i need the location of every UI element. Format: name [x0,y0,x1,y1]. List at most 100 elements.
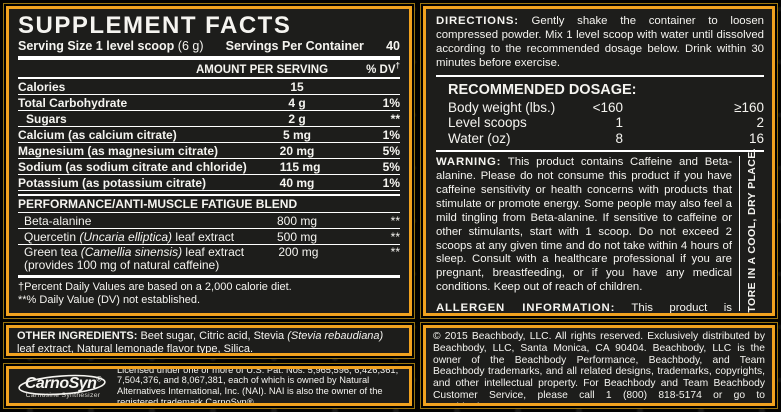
carnosyn-word-text: CarnoSyn [24,375,97,392]
directions-label: DIRECTIONS: [436,15,519,27]
table-row-magnesium: Magnesium (as magnesium citrate) 20 mg 5… [18,143,400,159]
dosage-col1: 1 [615,115,623,131]
other-ingredients-pre: Beet sugar, Citric acid, Stevia [137,330,288,342]
copyright-text: © 2015 Beachbody, LLC. All rights reserv… [423,325,775,406]
dosage-col2: 2 [756,115,764,131]
row-name: Magnesium (as magnesium citrate) [18,143,219,158]
dosage-row-body-weight: Body weight (lbs.) <160 ≥160 [436,100,764,116]
dosage-row-level-scoops: Level scoops 1 2 [436,115,764,131]
serving-size: Serving Size 1 level scoop (6 g) [18,39,204,53]
blend-header: PERFORMANCE/ANTI-MUSCLE FATIGUE BLEND [18,194,400,213]
table-row-quercetin: Quercetin (Uncaria elliptica) leaf extra… [18,229,400,245]
dosage-label: Body weight (lbs.) [448,99,556,115]
other-ingredients-panel: OTHER INGREDIENTS: Beet sugar, Citric ac… [3,322,415,359]
supplement-facts-panel-inner: SUPPLEMENT FACTS Serving Size 1 level sc… [6,6,412,316]
row-dv: 5% [382,143,400,158]
carnosyn-wordmark: CarnoSyn® [15,375,111,393]
carnosyn-swoosh-icon [18,374,106,396]
row-amount: 800 mg [276,213,318,228]
dosage-col1: <160 [592,99,623,115]
row-name: Sugars [26,111,67,126]
directions-paragraph: DIRECTIONS: Gently shake the container t… [436,15,764,71]
row-amount: 40 mg [279,175,315,190]
amount-per-serving-header: AMOUNT PER SERVING [195,64,329,76]
row-name-latin: (Uncaria elliptica) [79,229,173,244]
row-name-text: leaf extract [172,229,235,244]
row-name: Quercetin (Uncaria elliptica) leaf extra… [18,230,242,244]
thick-divider [18,56,400,60]
directions-panel: DIRECTIONS: Gently shake the container t… [420,3,778,319]
allergen-text: This product is manufactured in a plant … [631,302,732,315]
storage-column: STORE IN A COOL, DRY PLACE. [739,148,764,313]
row-dv: 1% [382,95,400,110]
row-name-text: Green tea [24,245,81,259]
table-row-calcium: Calcium (as calcium citrate) 5 mg 1% [18,127,400,143]
dv-header-text: % DV [366,64,396,76]
row-amount: 115 mg [279,159,321,174]
table-row-sugars: Sugars 2 g ** [18,111,400,127]
divider [436,150,764,153]
row-dv: 5% [382,159,400,174]
row-amount: 5 mg [282,127,311,142]
registered-mark: ® [96,376,102,384]
divider [436,74,764,77]
row-dv: ** [390,111,400,126]
serving-info-line: Serving Size 1 level scoop (6 g) Serving… [18,39,400,53]
patent-text: Licensed under one or more of U.S. Pat. … [117,366,399,406]
row-amount: 500 mg [276,229,318,244]
row-name: Calories [18,79,66,94]
other-ingredients-label: OTHER INGREDIENTS: [17,330,138,342]
dosage-col1: 8 [615,130,623,146]
directions-panel-inner: DIRECTIONS: Gently shake the container t… [423,6,775,316]
copyright-panel: © 2015 Beachbody, LLC. All rights reserv… [420,322,778,409]
dosage-label: Water (oz) [448,130,511,146]
row-name: Beta-alanine [18,214,242,228]
allergen-label: ALLERGEN INFORMATION: [436,302,616,315]
footnote-not-established: **% Daily Value (DV) not established. [18,294,200,306]
carnosyn-tagline: Carnosine Synthesizer [25,392,101,399]
carnosyn-logo: CarnoSyn® Carnosine Synthesizer [15,373,111,399]
row-name-text: Beta-alanine [24,213,92,228]
table-row-calories: Calories 15 [18,79,400,95]
row-name: Calcium (as calcium citrate) [18,127,177,142]
other-ingredients-text: OTHER INGREDIENTS: Beet sugar, Citric ac… [6,325,412,356]
serving-size-bold: Serving Size 1 level scoop [18,39,175,53]
table-row-green-tea: Green tea (Camellia sinensis) leaf extra… [18,245,400,273]
carnosyn-panel-inner: CarnoSyn® Carnosine Synthesizer Licensed… [6,366,412,406]
row-name: Sodium (as sodium citrate and chloride) [18,159,247,174]
row-name: Total Carbohydrate [18,95,128,110]
dosage-header: RECOMMENDED DOSAGE: [448,81,637,98]
warning-paragraph: WARNING: This product contains Caffeine … [436,156,732,295]
warning-text: This product contains Caffeine and Beta-… [436,156,732,294]
servings-per-container-value: 40 [386,39,400,53]
facts-table-header: AMOUNT PER SERVING % DV† [18,60,400,79]
row-dv: ** [390,229,400,244]
row-name: Green tea (Camellia sinensis) leaf extra… [18,246,244,272]
footnote-daily-values: †Percent Daily Values are based on a 2,0… [18,280,292,293]
dosage-row-water: Water (oz) 8 16 [436,131,764,147]
footnote-divider [18,275,400,278]
row-dv: ** [390,245,400,259]
row-name-text: Quercetin [24,229,80,244]
dv-dagger: † [395,61,400,71]
row-dv: 1% [382,175,400,190]
row-amount: 200 mg [278,245,319,259]
row-amount: 4 g [288,95,306,110]
row-amount: 15 [290,79,304,94]
dv-header: % DV† [352,61,400,76]
supplement-facts-title: SUPPLEMENT FACTS [18,12,292,39]
serving-size-light: (6 g) [174,39,204,53]
footnotes: †Percent Daily Values are based on a 2,0… [18,281,400,308]
row-name-latin: (Camellia sinensis) [80,245,183,259]
warning-label: WARNING: [436,156,502,169]
table-row-beta-alanine: Beta-alanine 800 mg ** [18,213,400,229]
dosage-label: Level scoops [448,115,527,131]
dosage-col2: 16 [748,130,764,146]
table-row-potassium: Potassium (as potassium citrate) 40 mg 1… [18,175,400,191]
other-ingredients-latin: (Stevia rebaudiana) [287,330,384,342]
row-amount: 2 g [288,111,306,126]
row-name: Potassium (as potassium citrate) [18,175,207,190]
row-amount: 20 mg [279,143,315,158]
row-dv: ** [390,213,400,228]
dosage-col2: ≥160 [734,99,764,115]
